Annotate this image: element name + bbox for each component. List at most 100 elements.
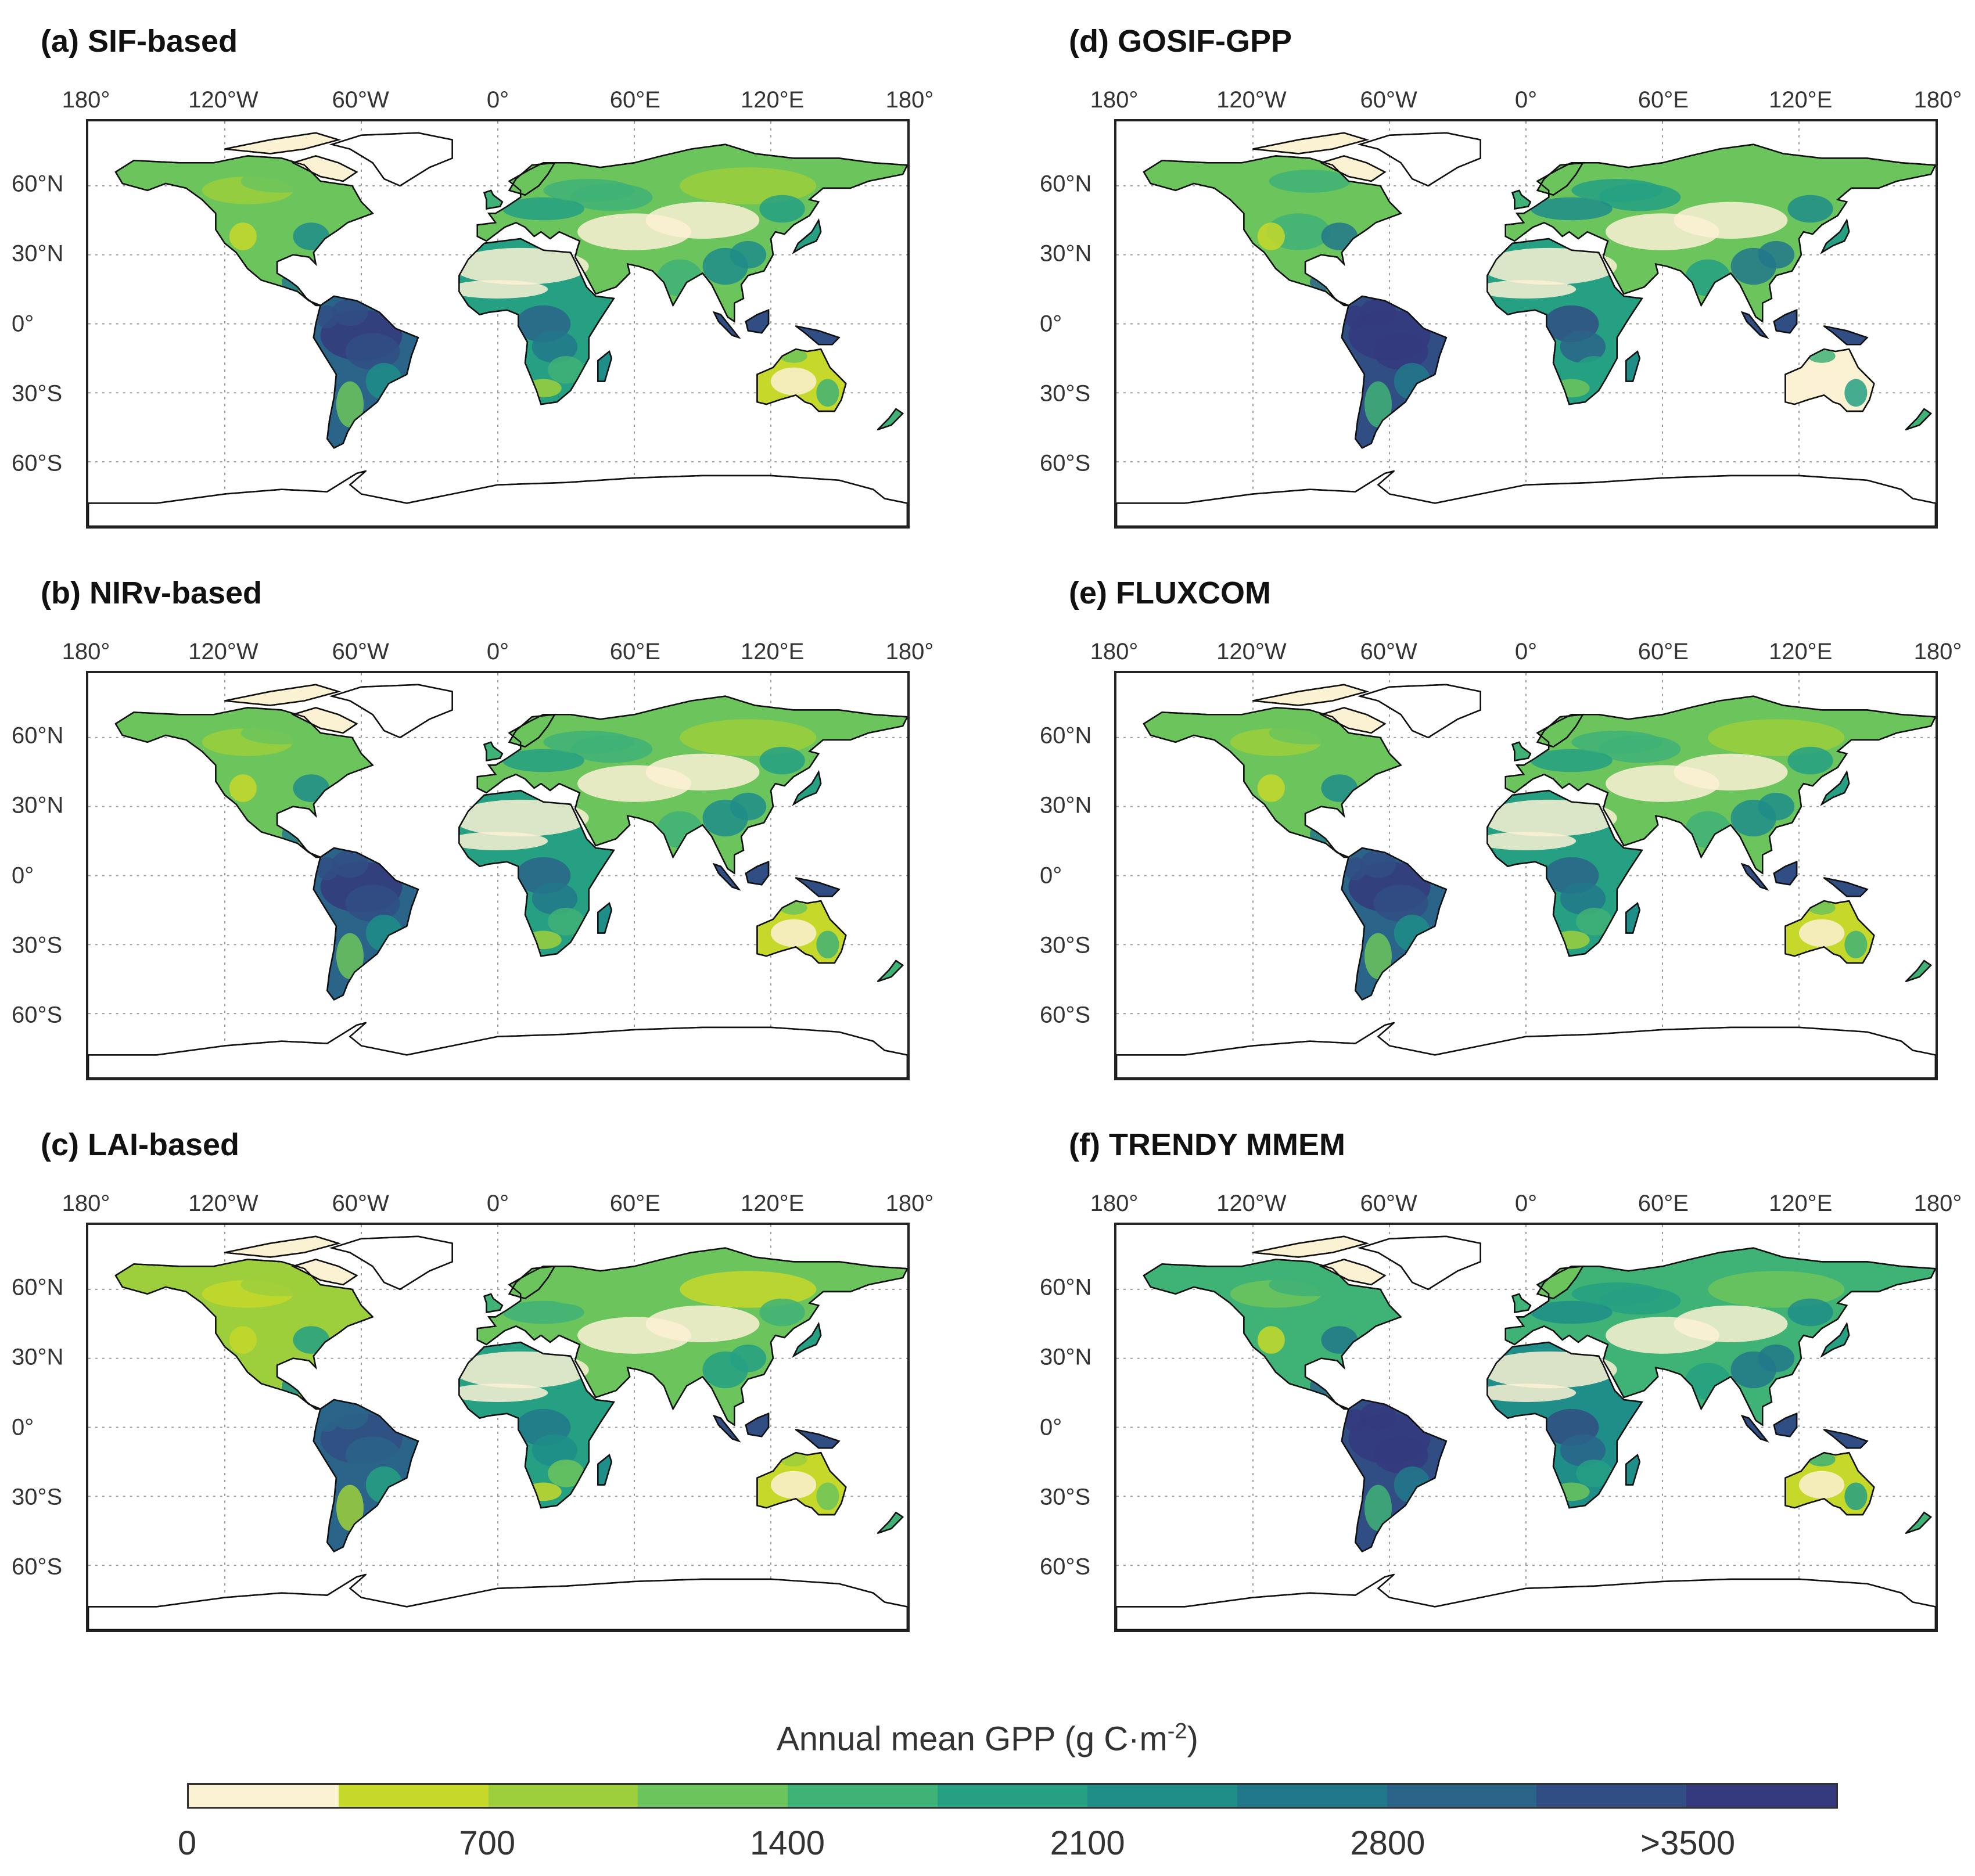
gpp-region xyxy=(1257,1326,1285,1354)
gpp-region xyxy=(336,933,364,979)
coastline-japan xyxy=(792,1321,822,1358)
longitude-label: 0° xyxy=(486,1191,509,1216)
latitude-label: 30°S xyxy=(1040,932,1091,958)
gpp-region xyxy=(1364,933,1392,979)
coastline-antarctica xyxy=(88,1022,907,1078)
longitude-label: 0° xyxy=(1514,639,1538,664)
gpp-region xyxy=(345,885,400,922)
coastline-arcticIslands xyxy=(1252,684,1370,706)
map-panel-c: (c) LAI-based 180° 120°W 60°W 0° 60°E 120°E 180… xyxy=(0,1104,988,1655)
gpp-region xyxy=(1787,746,1833,775)
longitude-label: 120°E xyxy=(1768,87,1833,113)
coastline-sumatra xyxy=(712,311,741,339)
coastline-arcticIslands xyxy=(1252,1235,1370,1258)
colorbar-tick-label: 2100 xyxy=(1050,1824,1125,1862)
coastline-australia xyxy=(756,1451,847,1516)
gpp-region xyxy=(680,1271,817,1308)
panel-title: (f) TRENDY MMEM xyxy=(1069,1127,1345,1162)
gpp-region xyxy=(1364,381,1392,427)
gpp-region xyxy=(1394,1466,1431,1504)
gpp-region xyxy=(502,749,584,772)
gpp-region xyxy=(365,362,403,400)
gpp-region xyxy=(1576,1459,1613,1487)
gpp-region xyxy=(1309,825,1333,844)
coastline-newZealand xyxy=(877,1511,904,1534)
longitude-label: 180° xyxy=(1090,1191,1139,1216)
coastline-sumatra xyxy=(712,1414,741,1443)
gpp-region xyxy=(365,1466,403,1504)
coastline-southAmerica xyxy=(1341,847,1448,1001)
latitude-label: 30°N xyxy=(1040,1344,1092,1370)
gpp-region xyxy=(543,731,634,754)
coastline-africa xyxy=(458,238,615,405)
gpp-region xyxy=(332,298,368,326)
colorbar-swatch xyxy=(938,1785,1087,1807)
colorbar-swatch xyxy=(1387,1785,1537,1807)
gpp-region xyxy=(548,355,584,384)
coastline-southAmerica xyxy=(313,1399,419,1552)
gpp-region xyxy=(1553,1482,1590,1501)
longitude-label: 120°W xyxy=(1216,1191,1287,1216)
gpp-region xyxy=(1360,1401,1396,1430)
gpp-region xyxy=(1576,355,1613,384)
gpp-region xyxy=(1758,240,1795,269)
coastline-scandinaviaTip xyxy=(1536,161,1585,196)
landmass-greenland xyxy=(331,684,453,739)
gpp-region xyxy=(1758,792,1795,821)
gpp-region xyxy=(1553,930,1590,950)
gpp-region xyxy=(548,1459,584,1487)
coastline-sumatra xyxy=(712,862,741,891)
coastline-sumatra xyxy=(1740,311,1769,339)
landmass-greenland xyxy=(331,1235,453,1291)
longitude-label: 60°E xyxy=(609,1191,660,1216)
coastline-madagascar xyxy=(1625,350,1641,382)
map-panel-e: (e) FLUXCOM 180° 120°W 60°W 0° 60°E 120°E 180° 6… xyxy=(1028,552,1975,1104)
longitude-label: 60°W xyxy=(332,87,389,113)
gpp-region xyxy=(1269,721,1351,745)
gpp-region xyxy=(345,333,400,370)
longitude-label: 180° xyxy=(885,87,934,113)
longitude-label: 60°E xyxy=(609,639,660,664)
gpp-region xyxy=(229,774,257,802)
coastline-africa xyxy=(1486,789,1643,957)
coastline-arcticIslands xyxy=(1252,132,1370,154)
panel-title: (b) NIRv-based xyxy=(41,576,263,610)
landmass-antarctica xyxy=(1116,1022,1936,1078)
coastline-australia xyxy=(1784,900,1875,964)
gpp-region xyxy=(1799,919,1845,947)
gpp-region xyxy=(1674,202,1788,239)
latitude-label: 30°N xyxy=(12,1344,64,1370)
gpp-region xyxy=(645,202,760,239)
coastline-japan xyxy=(1820,218,1850,254)
longitude-label: 60°W xyxy=(1360,639,1417,664)
latitude-label: 60°N xyxy=(12,171,64,197)
map-panel-d: (d) GOSIF-GPP 180° 120°W 60°W 0° 60°E 120°E 180… xyxy=(1028,0,1975,552)
gpp-region xyxy=(293,222,330,250)
latitude-label: 30°S xyxy=(12,932,63,958)
latitude-label: 30°S xyxy=(12,380,63,407)
coastline-japan xyxy=(792,218,822,254)
coastline-africa xyxy=(1486,238,1643,405)
gpp-region xyxy=(1475,1383,1577,1402)
colorbar-tick-label: 0 xyxy=(177,1824,197,1862)
coastline-newGuinea xyxy=(1823,1429,1869,1449)
gpp-region xyxy=(759,195,805,223)
latitude-label: 60°N xyxy=(12,723,64,749)
longitude-label: 180° xyxy=(62,1191,110,1216)
coastline-eurasia xyxy=(1504,143,1936,323)
gpp-region xyxy=(281,1377,305,1396)
gpp-region xyxy=(1321,774,1358,802)
gpp-region xyxy=(293,1326,330,1354)
coastline-arcticIslands xyxy=(224,132,342,154)
gpp-region xyxy=(771,367,817,396)
gpp-region xyxy=(532,330,578,363)
coastline-newZealand xyxy=(877,408,904,430)
coastline-antarctica xyxy=(1116,470,1936,526)
coastline-borneo xyxy=(745,1412,770,1437)
coastline-scandinaviaTip xyxy=(508,1265,556,1300)
coastline-britain xyxy=(1511,1293,1532,1313)
coastline-borneo xyxy=(1773,308,1798,334)
gpp-region xyxy=(1373,885,1428,922)
world-map xyxy=(1114,119,1938,529)
gpp-region xyxy=(1844,379,1868,407)
